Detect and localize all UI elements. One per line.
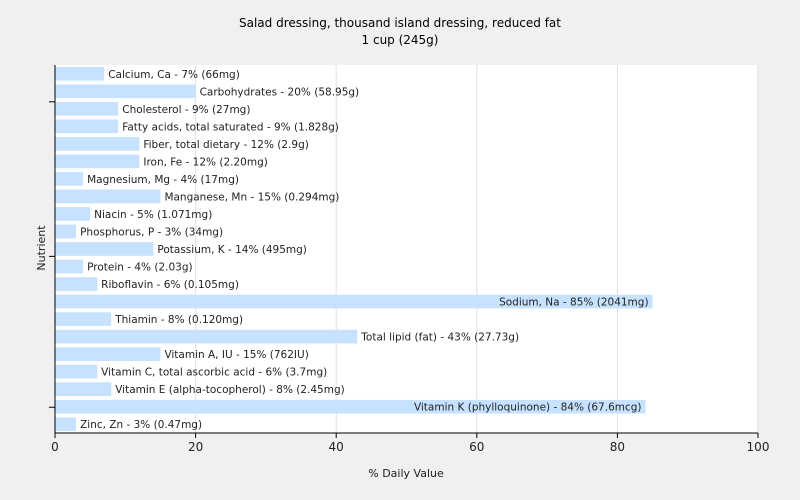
bar [55,329,358,344]
x-tick-label: 20 [188,440,203,454]
bar-label: Total lipid (fat) - 43% (27.73g) [360,332,519,344]
bar [55,101,119,116]
bar-label: Vitamin C, total ascorbic acid - 6% (3.7… [101,367,327,379]
x-tick-label: 60 [469,440,484,454]
bar-label: Calcium, Ca - 7% (66mg) [108,69,240,81]
x-tick-label: 80 [610,440,625,454]
x-axis-label: % Daily Value [368,467,444,480]
bar-label: Riboflavin - 6% (0.105mg) [101,279,239,291]
bar [55,399,646,414]
chart-title: Salad dressing, thousand island dressing… [239,16,561,30]
bar [55,347,161,361]
bar-label: Fatty acids, total saturated - 9% (1.828… [122,121,339,133]
bar-label: Phosphorus, P - 3% (34mg) [80,226,223,238]
bar-label: Potassium, K - 14% (495mg) [157,244,307,256]
bar-label: Fiber, total dietary - 12% (2.9g) [143,139,308,151]
bar-label: Zinc, Zn - 3% (0.47mg) [80,419,202,431]
bar [55,172,84,186]
bar-label: Thiamin - 8% (0.120mg) [114,314,243,326]
bar-label: Vitamin A, IU - 15% (762IU) [164,349,308,361]
bar-label: Protein - 4% (2.03g) [87,262,193,274]
bar-label: Vitamin E (alpha-tocopherol) - 8% (2.45m… [115,384,345,396]
bars: Calcium, Ca - 7% (66mg) Carbohydrates - 2… [55,66,653,432]
x-tick-label: 40 [329,440,344,454]
bar [55,242,154,256]
y-axis-label: Nutrient [35,225,48,271]
bar-label: Iron, Fe - 12% (2.20mg) [143,156,267,168]
bar [55,382,112,397]
bar [55,84,196,99]
axes: 0 20 40 60 80 100 [49,65,769,454]
bar [55,259,84,274]
chart-subtitle: 1 cup (245g) [361,33,439,47]
bar [55,364,98,379]
bar-label: Manganese, Mn - 15% (0.294mg) [164,191,339,203]
grid-lines [55,65,759,433]
bar [55,137,140,151]
bar-label: Sodium, Na - 85% (2041mg) [499,297,648,309]
bar [55,312,112,326]
bar [55,154,140,169]
bar [55,66,105,81]
bar-label: Niacin - 5% (1.071mg) [94,209,212,221]
bar-label: Cholesterol - 9% (27mg) [122,104,250,116]
bar [55,294,653,309]
x-tick-label: 0 [51,440,59,454]
bar-label: Magnesium, Mg - 4% (17mg) [87,174,239,186]
bar [55,417,77,432]
bar-label: Carbohydrates - 20% (58.95g) [200,86,360,98]
bar-label: Vitamin K (phylloquinone) - 84% (67.6mcg… [414,402,642,414]
plot-background [55,65,758,433]
x-tick-label: 100 [747,440,770,454]
bar [55,119,119,134]
bar [55,207,91,221]
bar [55,277,98,291]
bar [55,224,77,239]
bar [55,189,161,204]
